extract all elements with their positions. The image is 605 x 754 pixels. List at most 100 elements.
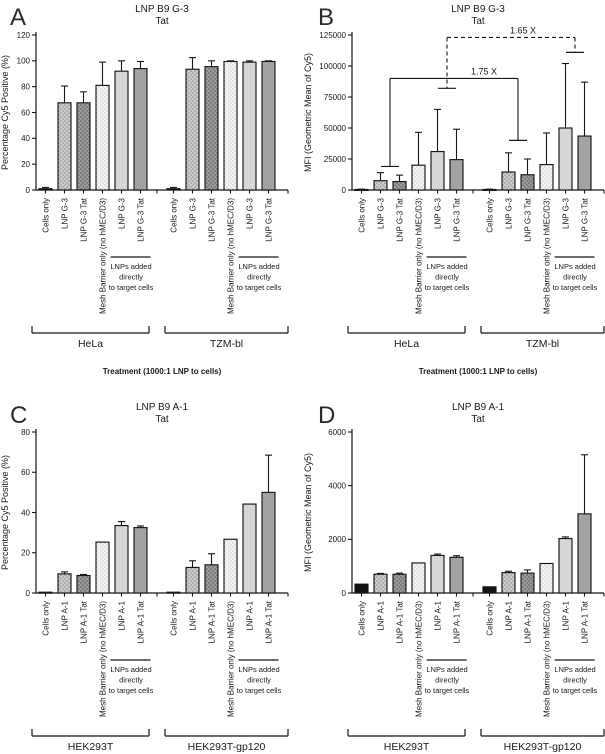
subcaption-line: to target cells xyxy=(109,283,154,292)
bar xyxy=(76,574,91,594)
y-axis-label: Percentage Cy5 Positive (%) xyxy=(0,55,10,170)
x-tick-label: LNP G-3 xyxy=(505,197,514,229)
x-tick-label: LNP G-3 xyxy=(61,197,70,229)
bar xyxy=(392,180,407,191)
y-tick-label: 20 xyxy=(21,549,30,558)
bar xyxy=(38,591,53,594)
panel-a-title-line2: Tat xyxy=(155,15,169,27)
group-label: HEK293T-gp120 xyxy=(188,741,266,753)
bar xyxy=(204,66,219,191)
y-tick-label: 25000 xyxy=(324,155,347,164)
x-tick-label: LNP A-1 xyxy=(246,600,255,630)
x-tick-label: LNP G-3 xyxy=(377,197,386,229)
bar xyxy=(114,525,129,594)
x-tick-label: LNP G-3 Tat xyxy=(453,197,462,242)
y-tick-label: 80 xyxy=(21,82,30,91)
bar xyxy=(392,573,407,594)
bar xyxy=(114,70,129,191)
y-tick-label: 125000 xyxy=(319,31,346,40)
bar xyxy=(501,572,516,594)
bar xyxy=(520,572,535,594)
subcaption-line: to target cells xyxy=(425,283,470,292)
panel-c-title: LNP B9 A-1 Tat xyxy=(36,402,288,425)
x-tick-label: LNP G-3 Tat xyxy=(524,197,533,242)
subcaption-line: directly xyxy=(247,273,271,282)
subcaption-line: LNPs added xyxy=(110,665,151,674)
panel-b-letter: B xyxy=(318,4,335,31)
panel-d: D LNP B9 A-1 Tat 0 2000 4000 6000 MFI (Geome… xyxy=(302,390,605,754)
subcaption-line: to target cells xyxy=(109,686,154,695)
bar xyxy=(373,573,388,594)
group-label: HEK293T xyxy=(384,741,430,753)
panel-d-title-line2: Tat xyxy=(471,413,485,425)
bar xyxy=(539,562,554,594)
x-tick-label: Cells only xyxy=(42,198,51,233)
y-tick-label: 100000 xyxy=(319,62,346,71)
y-tick-label: 40 xyxy=(21,134,30,143)
x-tick-label: Cells only xyxy=(170,601,179,636)
panel-a-title: LNP B9 G-3 Tat xyxy=(36,4,288,27)
group-label: HEK293T-gp120 xyxy=(504,741,582,753)
panel-d-title: LNP B9 A-1 Tat xyxy=(352,402,604,425)
bar xyxy=(133,527,148,594)
panel-a-letter: A xyxy=(10,4,27,31)
panel-d-chart: 0 2000 4000 6000 MFI (Geometric Mean of Cy5)… xyxy=(303,428,605,753)
panel-a-x-axis-title: Treatment (1000:1 LNP to cells) xyxy=(102,367,222,376)
group-label: TZM-bl xyxy=(526,338,559,350)
comparison-label: 1.65 X xyxy=(510,25,536,35)
y-tick-label: 60 xyxy=(21,108,30,117)
subcaption-line: to target cells xyxy=(553,686,598,695)
panel-c-letter: C xyxy=(10,402,28,429)
x-tick-label: Cells only xyxy=(486,601,495,636)
x-tick-label: LNP G-3 Tat xyxy=(581,197,590,242)
subcaption-line: LNPs added xyxy=(554,665,595,674)
bar xyxy=(76,102,91,191)
bar xyxy=(520,174,535,191)
y-tick-label: 50000 xyxy=(324,124,347,133)
group-label: TZM-bl xyxy=(210,338,243,350)
x-tick-label: Mesh Barrier only (no hMEC/D3) xyxy=(415,601,424,717)
x-tick-label: LNP A-1 Tat xyxy=(265,600,274,643)
y-axis-label: Percentage Cy5 Positive (%) xyxy=(0,455,10,570)
subcaption-line: LNPs added xyxy=(426,262,467,271)
y-tick-label: 20 xyxy=(21,160,30,169)
subcaption-line: directly xyxy=(563,676,587,685)
y-tick-label: 40 xyxy=(21,508,30,517)
x-tick-label: LNP A-1 xyxy=(61,600,70,630)
x-tick-label: Mesh Barrier only (no hMEC/D3) xyxy=(99,198,108,314)
bar xyxy=(95,541,110,594)
panel-d-title-line1: LNP B9 A-1 xyxy=(451,402,505,413)
bar xyxy=(242,61,257,191)
x-tick-label: Mesh Barrier only (no hMEC/D3) xyxy=(543,601,552,717)
group-label: HeLa xyxy=(78,338,103,350)
bar xyxy=(242,503,257,594)
bar xyxy=(577,513,592,594)
panel-b-chart: 0 25000 50000 75000 100000 125000 MFI (Geometr… xyxy=(303,25,605,350)
bar xyxy=(204,564,219,594)
bar xyxy=(449,556,464,594)
x-tick-label: LNP G-3 xyxy=(246,197,255,229)
subcaption-line: directly xyxy=(119,676,143,685)
x-tick-label: LNP A-1 Tat xyxy=(453,600,462,643)
bar xyxy=(558,127,573,191)
bar xyxy=(166,591,181,594)
subcaption-line: directly xyxy=(435,676,459,685)
y-tick-label: 6000 xyxy=(328,428,346,437)
y-tick-label: 2000 xyxy=(328,535,346,544)
panel-b-title: LNP B9 G-3 Tat xyxy=(352,4,604,27)
x-tick-label: Mesh Barrier only (no hMEC/D3) xyxy=(415,198,424,314)
x-tick-label: LNP A-1 Tat xyxy=(396,600,405,643)
y-axis-label: MFI (Geometric Mean of Cy5) xyxy=(303,453,313,572)
subcaption-line: to target cells xyxy=(237,686,282,695)
bar xyxy=(261,60,276,191)
bar xyxy=(57,102,72,191)
subcaption-line: directly xyxy=(435,273,459,282)
panel-b-title-line2: Tat xyxy=(471,15,485,27)
subcaption-line: LNPs added xyxy=(238,262,279,271)
x-tick-label: LNP A-1 Tat xyxy=(581,600,590,643)
x-tick-label: Cells only xyxy=(170,198,179,233)
x-tick-label: LNP A-1 Tat xyxy=(80,600,89,643)
x-tick-label: Mesh Barrier only (no hMEC/D3) xyxy=(543,198,552,314)
bar xyxy=(449,159,464,191)
bar xyxy=(354,583,369,594)
